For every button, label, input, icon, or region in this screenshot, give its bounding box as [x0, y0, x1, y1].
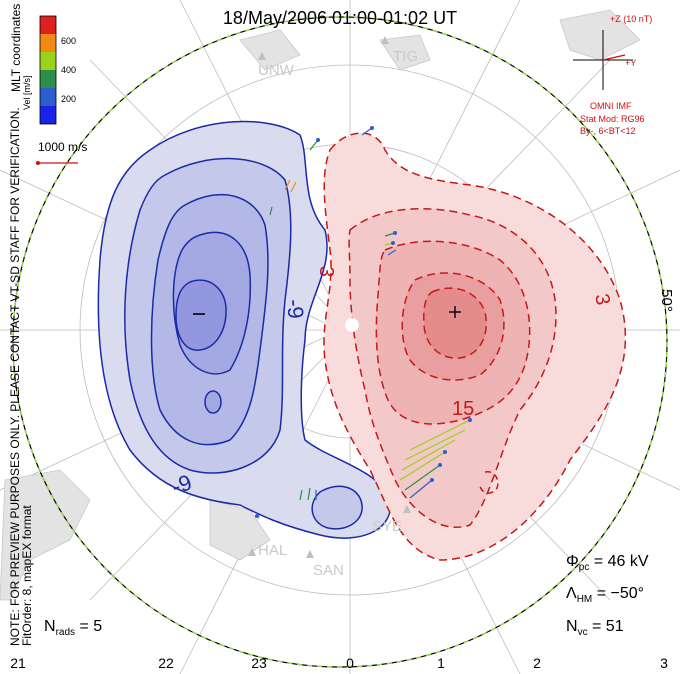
station-hal: HAL: [258, 542, 288, 559]
nrads-value: = 5: [79, 618, 103, 635]
scale-label: 1000 m/s: [38, 140, 88, 154]
phi-symbol: Φ: [566, 553, 579, 570]
phi-value: = 46 kV: [593, 553, 649, 570]
max-marker: [449, 306, 461, 318]
map-title: 18/May/2006 01:00-01:02 UT: [222, 8, 458, 28]
neg-lobe: [311, 485, 363, 530]
nrads-symbol: N: [44, 618, 56, 635]
colorbar-segment: [40, 52, 56, 70]
contour-label-pos-inner: 3: [314, 265, 338, 279]
n-rads-readout: Nrads = 5: [44, 618, 102, 638]
pos-fill-5: [423, 287, 487, 359]
hm-boundary-dash: [12, 16, 668, 668]
lambda-symbol: Λ: [566, 585, 577, 602]
nvc-subscript: vc: [577, 627, 588, 639]
nrads-subscript: rads: [55, 627, 76, 639]
lambda-value: = −50°: [596, 585, 645, 602]
lambda-hm-readout: ΛHM = −50°: [566, 585, 644, 605]
neg-fill-5: [175, 279, 227, 351]
latitude-label: 50°: [657, 289, 675, 312]
fit-order-note: FitOrder: 8, mapEX format: [20, 505, 34, 646]
colorbar-segment: [40, 16, 56, 34]
imf-y-label: +Y: [625, 58, 637, 68]
phi-pc-readout: Φpc = 46 kV: [566, 553, 648, 573]
pole-dot: [345, 318, 359, 332]
colorbar-tick-600: 600: [61, 36, 77, 46]
neg-island: [204, 390, 222, 414]
coordinate-system: MLT coordinates: [9, 3, 23, 92]
station-san: SAN: [313, 562, 344, 579]
mlt-tick-23: 23: [251, 655, 267, 671]
n-vc-readout: Nvc = 51: [566, 618, 624, 638]
imf-clock: [573, 30, 633, 90]
mlt-tick-22: 22: [158, 655, 174, 671]
pos-small-contour: [479, 471, 499, 494]
phi-subscript: pc: [578, 562, 590, 574]
mlt-tick-0: 0: [346, 655, 354, 671]
colorbar-segment: [40, 106, 56, 124]
colorbar-label: Vel [m/s]: [22, 75, 32, 110]
station-sye: SYE: [372, 518, 403, 535]
mlt-tick-2: 2: [533, 655, 541, 671]
nvc-value: = 51: [592, 618, 624, 635]
colorbar-segment: [40, 70, 56, 88]
negative-cell: [97, 120, 392, 539]
velocity-vectors: [255, 126, 472, 518]
nvc-symbol: N: [566, 618, 578, 635]
colorbar-segment: [40, 34, 56, 52]
scale-vector-origin: [36, 161, 40, 165]
stat-mod-label: Stat Mod: RG96: [580, 114, 645, 124]
colorbar-segment: [40, 88, 56, 106]
mlt-tick-1: 1: [437, 655, 445, 671]
station-unw: UNW: [258, 62, 294, 79]
positive-cell: [323, 132, 627, 561]
mlt-tick-21: 21: [10, 655, 26, 671]
imf-z-label: +Z (10 nT): [610, 14, 653, 24]
imf-condition: By-, 6<BT<12: [580, 126, 636, 136]
mlt-tick-3: 3: [660, 655, 668, 671]
station-tig: TIG: [393, 48, 418, 65]
colorbar-tick-400: 400: [61, 65, 77, 75]
lambda-subscript: HM: [576, 594, 593, 606]
omni-imf-label: OMNI IMF: [590, 101, 632, 111]
contour-label-neg-upper: -9: [281, 298, 309, 320]
coastlines: [0, 9, 641, 601]
colorbar-tick-200: 200: [61, 94, 77, 104]
colorbar: [39, 15, 57, 125]
contour-label-15: 15: [452, 398, 475, 420]
station-markers: [248, 36, 411, 558]
